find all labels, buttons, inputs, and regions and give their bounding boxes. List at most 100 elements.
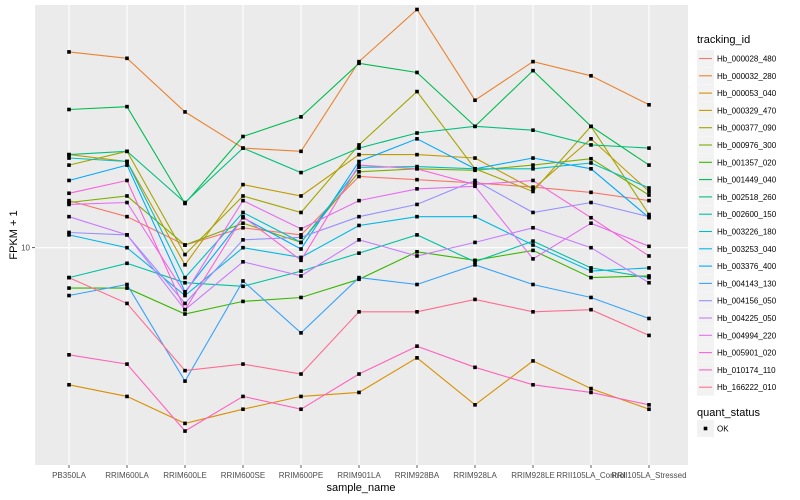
legend-label: Hb_001449_040 [717, 176, 777, 185]
data-point [241, 362, 245, 366]
data-point [589, 295, 593, 300]
x-tick-label: RRII105LA_Stressed [611, 471, 686, 480]
data-point [241, 198, 245, 203]
data-point [183, 275, 187, 280]
data-point [531, 59, 535, 64]
data-point [357, 170, 361, 174]
data-point [357, 223, 361, 228]
data-point [67, 178, 71, 183]
data-point [589, 161, 593, 165]
data-point [589, 124, 593, 129]
data-point [531, 163, 535, 167]
data-point [531, 187, 535, 191]
data-point [647, 316, 651, 321]
data-point [647, 189, 651, 194]
data-point [357, 275, 361, 280]
data-point [125, 394, 129, 399]
data-point [589, 390, 593, 395]
data-point [473, 263, 477, 267]
data-point [125, 261, 129, 266]
data-point [415, 70, 419, 75]
legend-label: Hb_005901_020 [717, 349, 777, 358]
data-point [125, 149, 129, 154]
x-tick-label: PB350LA [52, 471, 86, 480]
data-point [647, 244, 651, 249]
legend-label: Hb_004156_050 [717, 297, 777, 306]
data-point [531, 282, 535, 287]
data-point [299, 394, 303, 399]
legend-label: Hb_000053_040 [717, 89, 777, 98]
data-point [125, 233, 129, 237]
data-point [473, 240, 477, 245]
data-point [647, 403, 651, 407]
data-point [241, 260, 245, 264]
data-point [241, 146, 245, 150]
data-point [531, 239, 535, 243]
legend-label: Hb_166222_010 [717, 383, 777, 392]
x-tick-label: RRIM600LA [105, 471, 149, 480]
legend-shape-title: quant_status [697, 407, 760, 419]
data-point [589, 137, 593, 141]
data-point [589, 386, 593, 391]
data-point [299, 372, 303, 376]
data-point [299, 210, 303, 215]
data-point [299, 269, 303, 273]
data-point [415, 89, 419, 94]
data-point [415, 310, 419, 314]
data-point [473, 365, 477, 370]
data-point [647, 254, 651, 258]
data-point [67, 233, 71, 237]
data-point [589, 269, 593, 273]
data-point [357, 310, 361, 314]
data-point [125, 214, 129, 219]
data-point [299, 258, 303, 263]
data-point [415, 282, 419, 287]
data-point [299, 255, 303, 260]
plot-panel [35, 5, 688, 465]
data-point [415, 202, 419, 207]
data-point [473, 166, 477, 171]
data-point [67, 163, 71, 167]
data-point [473, 178, 477, 183]
data-point [241, 279, 245, 283]
data-point [531, 225, 535, 230]
data-point [299, 240, 303, 245]
data-point [531, 178, 535, 183]
data-point [67, 286, 71, 290]
data-point [415, 131, 419, 135]
x-tick-label: RRIM928LE [511, 471, 555, 480]
data-point [647, 193, 651, 197]
data-point [67, 107, 71, 112]
data-point [531, 248, 535, 253]
data-point [241, 238, 245, 242]
data-point [531, 68, 535, 73]
data-point [299, 274, 303, 278]
data-point [183, 368, 187, 373]
data-point [299, 149, 303, 154]
data-point [241, 284, 245, 289]
legend-label: Hb_001357_020 [717, 158, 777, 167]
y-axis: 10 [21, 244, 35, 253]
legend-label: OK [717, 425, 729, 434]
x-tick-label: RRIM928BA [395, 471, 440, 480]
data-point [125, 286, 129, 290]
data-point [647, 275, 651, 280]
x-tick-label: RRIM901LA [337, 471, 381, 480]
data-point [415, 356, 419, 360]
data-point [299, 235, 303, 240]
data-point [531, 310, 535, 314]
legend-label: Hb_000329_470 [717, 106, 777, 115]
data-point [67, 293, 71, 298]
data-point [589, 156, 593, 161]
data-point [589, 200, 593, 205]
data-point [415, 214, 419, 219]
data-point [473, 297, 477, 302]
data-point [415, 7, 419, 12]
x-tick-label: RRIM928LA [453, 471, 497, 480]
data-point [67, 353, 71, 357]
data-point [183, 421, 187, 426]
data-point [589, 275, 593, 280]
data-point [531, 210, 535, 215]
data-point [357, 390, 361, 395]
data-point [647, 333, 651, 338]
